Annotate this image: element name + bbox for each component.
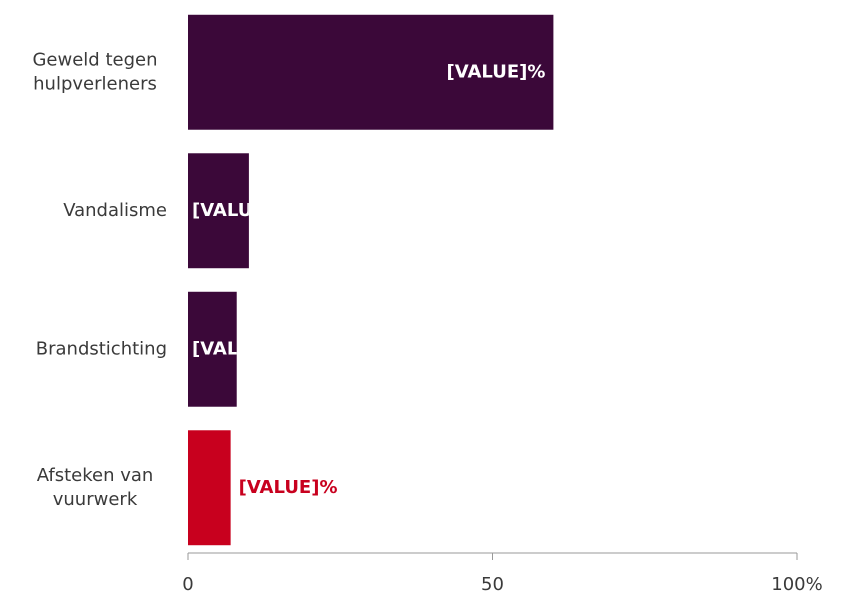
- bar: [188, 291, 237, 407]
- y-tick-label: Geweld tegen hulpverleners: [32, 49, 157, 94]
- value-label: [VALUE]%: [447, 61, 546, 82]
- value-label: [VALUE]%: [192, 338, 291, 359]
- y-tick-label: Afsteken van vuurwerk: [37, 465, 154, 510]
- value-label: [VALUE]%: [239, 477, 338, 498]
- bar: [188, 153, 249, 269]
- x-tick-label: 0: [182, 574, 193, 594]
- bar: [188, 14, 554, 130]
- x-tick-label: 50: [481, 574, 504, 594]
- value-label: [VALUE]%: [192, 200, 291, 221]
- y-tick-label: Brandstichting: [36, 338, 167, 359]
- x-tick-label: 100%: [771, 574, 822, 594]
- bar: [188, 430, 231, 546]
- y-tick-label: Vandalisme: [63, 200, 167, 221]
